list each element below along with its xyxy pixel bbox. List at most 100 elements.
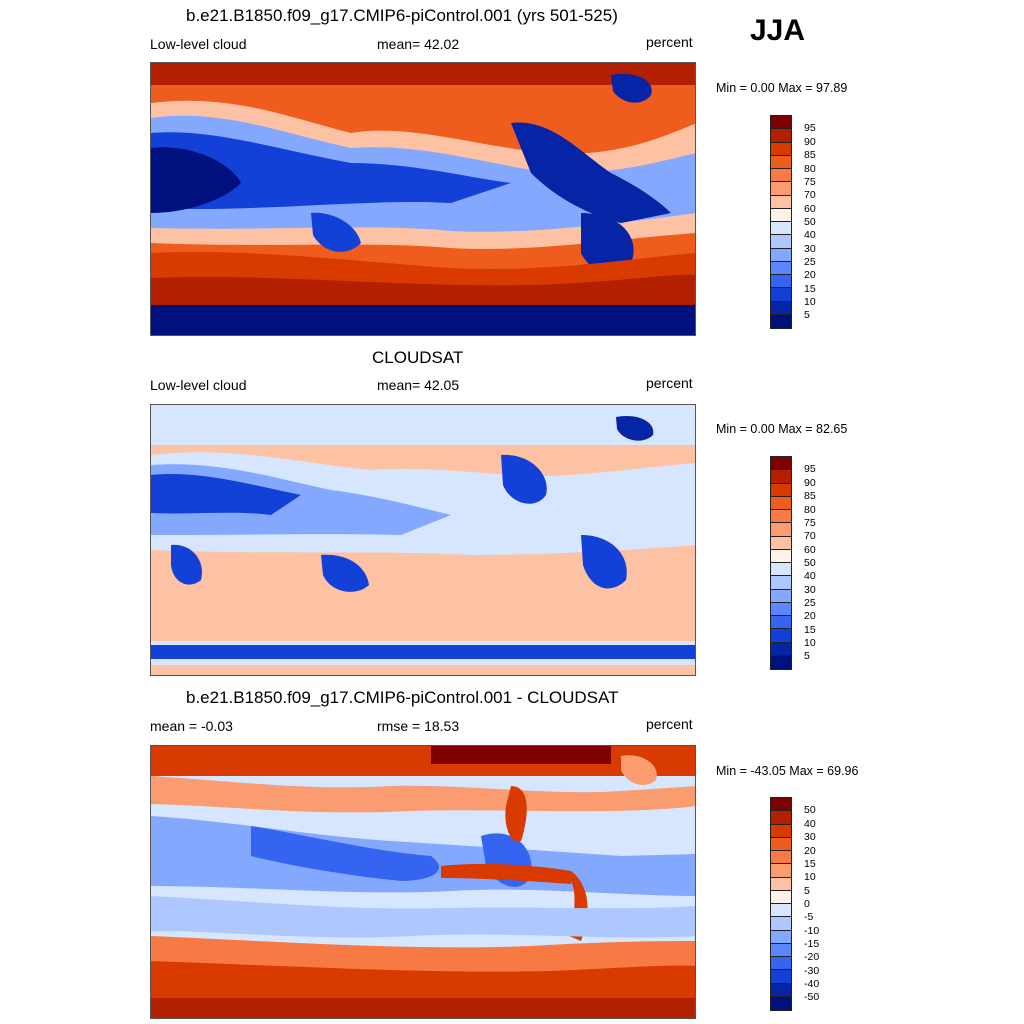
colorbar-swatch	[771, 824, 791, 838]
panel1-map	[150, 62, 696, 336]
colorbar-swatch	[771, 222, 791, 236]
cbar3-tick: 0	[804, 898, 810, 910]
colorbar-swatch	[771, 523, 791, 537]
colorbar-swatch	[771, 314, 791, 328]
colorbar-swatch	[771, 904, 791, 918]
colorbar-swatch	[771, 470, 791, 484]
cbar3-tick: 5	[804, 885, 810, 897]
colorbar-swatch	[771, 288, 791, 302]
panel2-variable-label: Low-level cloud	[150, 377, 247, 393]
cbar2-tick: 60	[804, 544, 816, 556]
panel2-title: CLOUDSAT	[372, 348, 464, 367]
colorbar-swatch	[771, 957, 791, 971]
colorbar-swatch	[771, 602, 791, 616]
panel1-colorbar	[770, 115, 792, 329]
panel3-minmax-label: Min = -43.05 Max = 69.96	[716, 764, 859, 778]
colorbar-swatch	[771, 496, 791, 510]
panel1-mean-label: mean= 42.02	[377, 36, 460, 52]
colorbar-swatch	[771, 983, 791, 997]
colorbar-swatch	[771, 301, 791, 315]
colorbar-swatch	[771, 851, 791, 865]
cbar3-tick: 10	[804, 871, 816, 883]
colorbar-swatch	[771, 616, 791, 630]
colorbar-swatch	[771, 457, 791, 471]
cbar1-tick: 75	[804, 176, 816, 188]
cbar2-tick: 20	[804, 610, 816, 622]
cbar2-tick: 70	[804, 530, 816, 542]
colorbar-swatch	[771, 549, 791, 563]
colorbar-swatch	[771, 877, 791, 891]
season-label: JJA	[750, 14, 806, 47]
cbar1-tick: 60	[804, 203, 816, 215]
panel2-map	[150, 404, 696, 676]
colorbar-swatch	[771, 655, 791, 669]
panel1-title: b.e21.B1850.f09_g17.CMIP6-piControl.001 …	[186, 6, 618, 25]
colorbar-swatch	[771, 970, 791, 984]
cbar3-tick: 30	[804, 831, 816, 843]
cbar1-tick: 15	[804, 283, 816, 295]
colorbar-swatch	[771, 235, 791, 249]
panel1-units-label: percent	[646, 34, 693, 50]
cbar3-tick: -30	[804, 965, 820, 977]
cbar1-tick: 90	[804, 136, 816, 148]
colorbar-swatch	[771, 930, 791, 944]
cbar2-tick: 10	[804, 637, 816, 649]
cbar2-tick: 90	[804, 477, 816, 489]
panel3-map	[150, 745, 696, 1019]
cbar1-tick: 10	[804, 296, 816, 308]
cbar3-tick: 15	[804, 858, 816, 870]
colorbar-swatch	[771, 155, 791, 169]
panel1-variable-label: Low-level cloud	[150, 36, 247, 52]
cbar1-tick: 70	[804, 189, 816, 201]
cbar2-tick: 40	[804, 570, 816, 582]
cbar1-tick: 85	[804, 149, 816, 161]
panel3-mean-label: mean = -0.03	[150, 718, 233, 734]
cbar3-tick: 20	[804, 845, 816, 857]
colorbar-swatch	[771, 811, 791, 825]
colorbar-swatch	[771, 589, 791, 603]
cbar3-tick: -20	[804, 951, 820, 963]
colorbar-swatch	[771, 798, 791, 812]
colorbar-swatch	[771, 837, 791, 851]
colorbar-swatch	[771, 483, 791, 497]
panel2-colorbar	[770, 456, 792, 670]
cbar2-tick: 50	[804, 557, 816, 569]
panel3-rmse-label: rmse = 18.53	[377, 718, 460, 734]
cbar1-tick: 25	[804, 256, 816, 268]
panel1-minmax-label: Min = 0.00 Max = 97.89	[716, 81, 848, 95]
colorbar-swatch	[771, 116, 791, 130]
colorbar-swatch	[771, 563, 791, 577]
colorbar-swatch	[771, 629, 791, 643]
cbar3-tick: -40	[804, 978, 820, 990]
cbar2-tick: 5	[804, 650, 810, 662]
cbar1-tick: 80	[804, 163, 816, 175]
colorbar-swatch	[771, 943, 791, 957]
colorbar-swatch	[771, 864, 791, 878]
colorbar-swatch	[771, 169, 791, 183]
panel2-units-label: percent	[646, 375, 693, 391]
colorbar-swatch	[771, 996, 791, 1010]
cbar3-tick: -10	[804, 925, 820, 937]
cbar1-tick: 20	[804, 269, 816, 281]
panel2-minmax-label: Min = 0.00 Max = 82.65	[716, 422, 848, 436]
colorbar-swatch	[771, 142, 791, 156]
colorbar-swatch	[771, 642, 791, 656]
cbar3-tick: -50	[804, 991, 820, 1003]
colorbar-swatch	[771, 195, 791, 209]
cbar1-tick: 95	[804, 122, 816, 134]
colorbar-swatch	[771, 248, 791, 262]
colorbar-swatch	[771, 917, 791, 931]
colorbar-swatch	[771, 510, 791, 524]
cbar2-tick: 95	[804, 463, 816, 475]
colorbar-swatch	[771, 182, 791, 196]
colorbar-swatch	[771, 129, 791, 143]
cbar2-tick: 80	[804, 504, 816, 516]
colorbar-swatch	[771, 890, 791, 904]
cbar2-tick: 30	[804, 584, 816, 596]
panel3-units-label: percent	[646, 716, 693, 732]
cbar3-tick: 40	[804, 818, 816, 830]
colorbar-swatch	[771, 576, 791, 590]
colorbar-swatch	[771, 275, 791, 289]
cbar1-tick: 40	[804, 229, 816, 241]
cbar2-tick: 25	[804, 597, 816, 609]
